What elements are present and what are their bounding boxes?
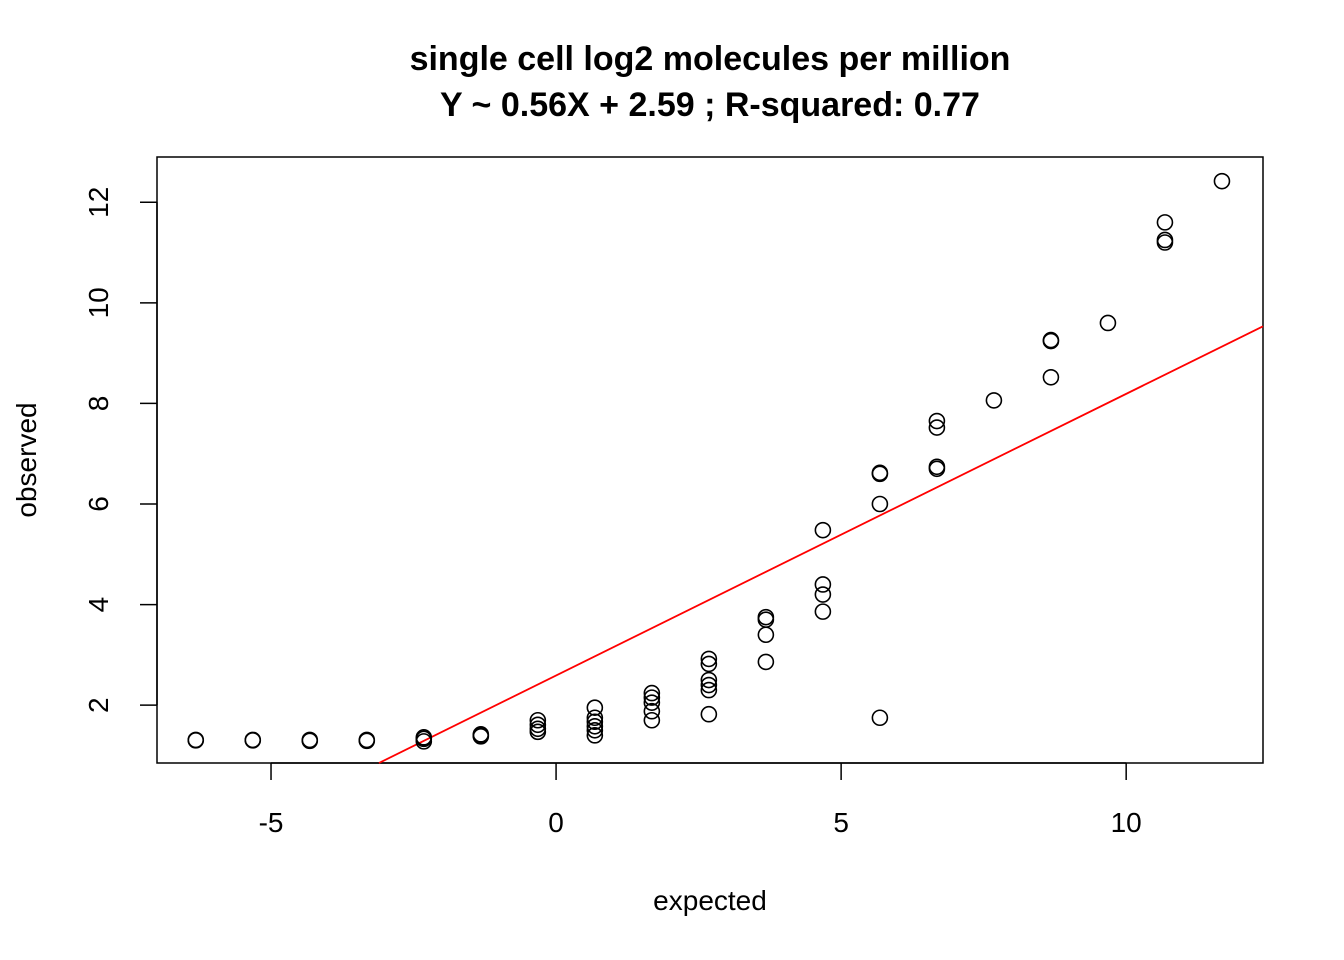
data-point [244, 731, 262, 749]
data-point [757, 626, 775, 644]
data-point [757, 608, 775, 626]
y-tick-label: 12 [83, 187, 114, 218]
x-tick-label: 5 [833, 807, 849, 838]
data-point [757, 653, 775, 671]
x-tick-label: 10 [1111, 807, 1142, 838]
data-point [643, 702, 661, 720]
y-tick-label: 2 [83, 697, 114, 713]
y-tick-label: 6 [83, 496, 114, 512]
data-point [1156, 231, 1174, 249]
data-point [1042, 368, 1060, 386]
y-axis: 2 4 6 8 10 12 [83, 187, 158, 713]
data-point [529, 716, 547, 734]
data-point [928, 419, 946, 436]
data-point [700, 650, 718, 668]
regression-line [378, 325, 1264, 764]
data-point [529, 720, 547, 738]
data-point [700, 671, 718, 689]
data-point [700, 655, 718, 673]
data-point [586, 709, 604, 727]
x-tick-label: -5 [259, 807, 284, 838]
data-point [586, 727, 604, 744]
data-point [643, 689, 661, 706]
y-tick-label: 4 [83, 597, 114, 613]
plot-area [187, 172, 1264, 764]
data-point [700, 676, 718, 694]
data-point [301, 731, 319, 749]
data-point [415, 729, 433, 746]
x-axis: -5 0 5 10 [259, 762, 1142, 838]
data-point [643, 694, 661, 711]
data-points [187, 172, 1231, 750]
data-point [871, 495, 889, 513]
data-point [814, 603, 832, 620]
chart-title: single cell log2 molecules per million [410, 40, 1011, 78]
data-point [700, 681, 718, 699]
data-point [700, 705, 718, 723]
y-tick-label: 10 [83, 287, 114, 318]
data-point [472, 726, 490, 743]
data-point [586, 722, 604, 739]
data-point [1099, 314, 1117, 332]
y-tick-label: 8 [83, 396, 114, 412]
data-point [814, 521, 832, 539]
data-point [586, 717, 604, 735]
data-point [985, 392, 1003, 409]
data-point [871, 464, 889, 482]
x-axis-label: expected [653, 885, 767, 916]
data-point [928, 412, 946, 430]
data-point [643, 684, 661, 702]
data-point [187, 731, 205, 749]
chart-subtitle: Y ~ 0.56X + 2.59 ; R-squared: 0.77 [440, 86, 980, 124]
data-point [871, 709, 889, 727]
data-point [643, 711, 661, 729]
data-point [586, 699, 604, 716]
data-point [1042, 331, 1060, 349]
data-point [814, 576, 832, 593]
y-axis-label: observed [11, 402, 42, 517]
data-point [529, 711, 547, 729]
data-point [814, 586, 832, 603]
data-point [586, 713, 604, 731]
data-point [928, 458, 946, 476]
x-tick-label: 0 [548, 807, 564, 838]
data-point [1213, 172, 1231, 190]
data-point [1156, 214, 1174, 231]
data-point [358, 731, 376, 749]
